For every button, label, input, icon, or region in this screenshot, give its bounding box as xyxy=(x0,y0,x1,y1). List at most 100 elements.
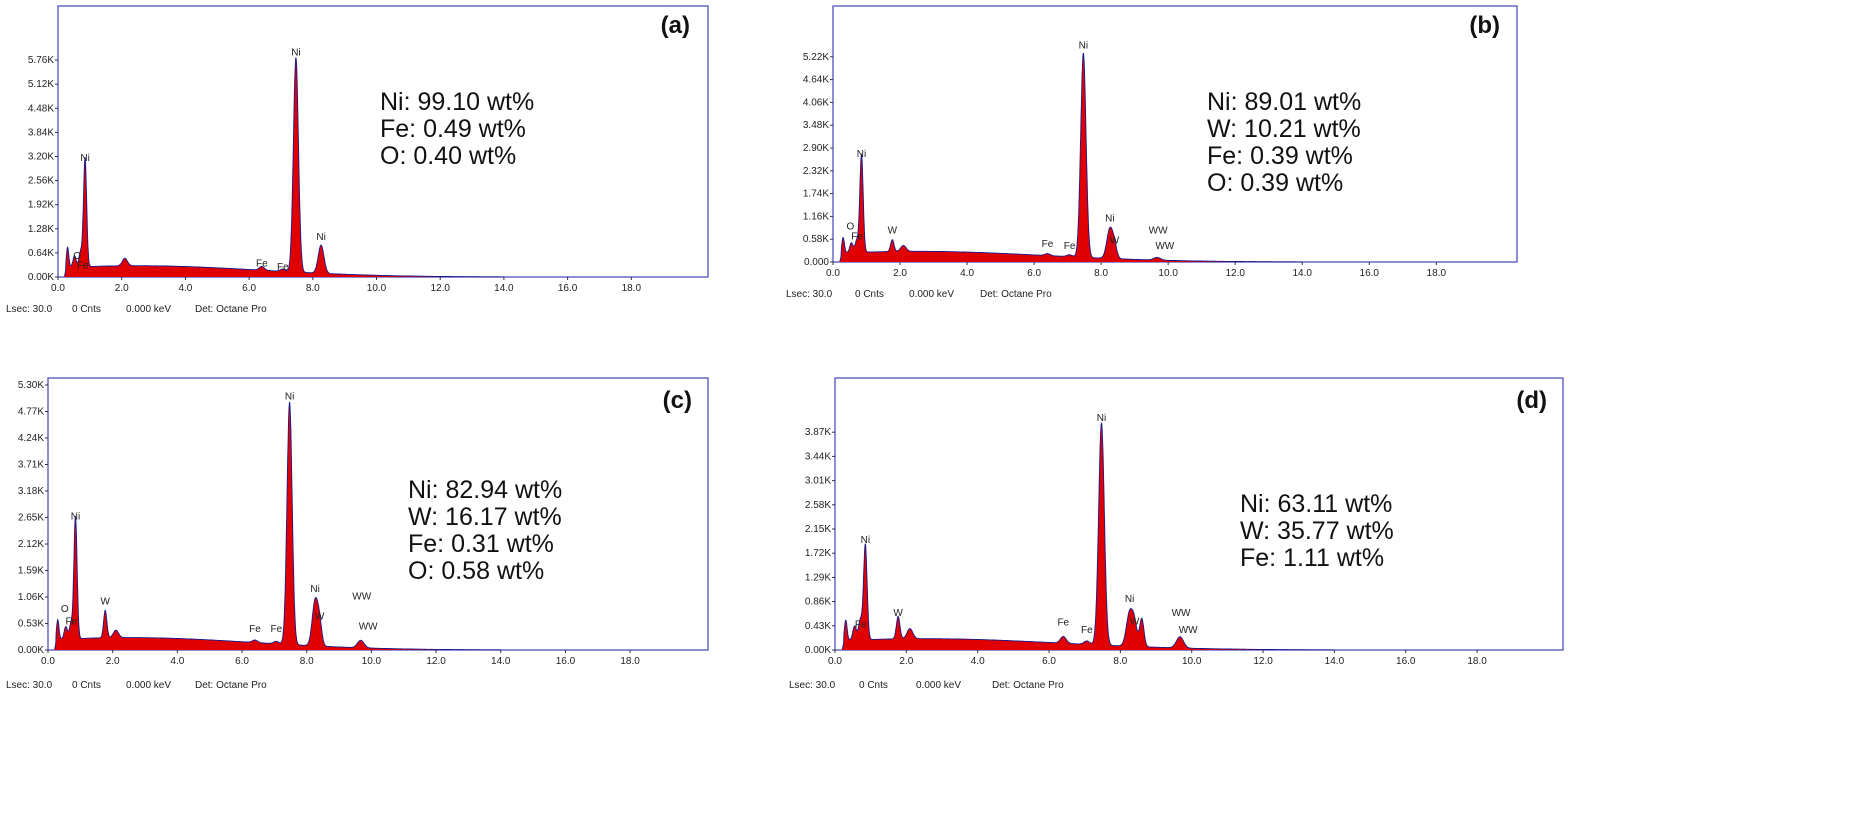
composition-line: W: 10.21 wt% xyxy=(1207,115,1361,143)
peak-label: Ni xyxy=(310,584,319,595)
peak-label: Fe xyxy=(270,624,282,635)
peak-label: WW xyxy=(1179,625,1198,636)
plot-frame xyxy=(47,377,709,651)
peak-label: O xyxy=(61,604,69,615)
eds-spectrum-panel-a: 0.0 2.0 4.0 6.0 8.0 10.0 12.0 14.0 16.0 18.0 0.00K… xyxy=(0,0,850,380)
peak-label: Fe xyxy=(249,624,261,635)
x-tick-label: 10.0 xyxy=(362,656,382,667)
footer-field: 0 Cnts xyxy=(859,680,888,691)
peak-label: Ni xyxy=(1105,214,1114,225)
y-tick-label: 2.15K xyxy=(805,524,831,535)
eds-spectrum-panel-b: 0.0 2.0 4.0 6.0 8.0 10.0 12.0 14.0 16.0 18.0 0.000… xyxy=(786,0,1853,380)
peak-label: Fe xyxy=(855,619,867,630)
plot-frame xyxy=(832,5,1518,263)
x-tick-label: 8.0 xyxy=(1094,268,1108,279)
y-tick-label: 4.24K xyxy=(18,433,44,444)
composition-line: Ni: 63.11 wt% xyxy=(1240,490,1392,518)
y-tick-label: 5.76K xyxy=(28,55,54,66)
x-tick-label: 14.0 xyxy=(1325,656,1345,667)
y-tick-label: 2.90K xyxy=(803,143,829,154)
y-tick-label: 3.44K xyxy=(805,451,831,462)
y-tick-label: 0.00K xyxy=(18,645,44,656)
peak-label: Ni xyxy=(316,232,325,243)
y-tick-label: 1.28K xyxy=(28,224,54,235)
x-tick-label: 0.0 xyxy=(828,656,842,667)
x-tick-label: 4.0 xyxy=(170,656,184,667)
x-tick-label: 18.0 xyxy=(620,656,640,667)
composition-line: Fe: 1.11 wt% xyxy=(1240,544,1384,572)
y-tick-label: 4.77K xyxy=(18,407,44,418)
plot-frame xyxy=(834,377,1564,651)
spectrum-outline xyxy=(841,422,1335,651)
y-tick-label: 3.20K xyxy=(28,152,54,163)
composition-line: Ni: 82.94 wt% xyxy=(408,476,562,504)
y-tick-label: 0.86K xyxy=(805,597,831,608)
x-tick-label: 0.0 xyxy=(51,283,65,294)
plot-frame xyxy=(57,5,709,278)
x-tick-label: 2.0 xyxy=(106,656,120,667)
y-tick-label: 2.58K xyxy=(805,500,831,511)
y-tick-label: 1.59K xyxy=(18,566,44,577)
y-tick-label: 0.00K xyxy=(805,645,831,656)
x-tick-label: 12.0 xyxy=(426,656,446,667)
y-tick-label: 2.56K xyxy=(28,176,54,187)
y-tick-label: 2.32K xyxy=(803,166,829,177)
x-tick-label: 14.0 xyxy=(494,283,514,294)
x-tick-label: 16.0 xyxy=(1396,656,1416,667)
peak-label: WW xyxy=(1155,241,1174,252)
composition-line: O: 0.58 wt% xyxy=(408,557,544,585)
footer-field: Lsec: 30.0 xyxy=(786,289,833,300)
chart-group: 0.0 2.0 4.0 6.0 8.0 10.0 12.0 14.0 16.0 18.0 0.00K… xyxy=(789,377,1564,691)
peak-label: Fe xyxy=(1042,239,1054,250)
footer-field: 0.000 keV xyxy=(916,680,961,691)
peak-label: Fe xyxy=(65,617,77,628)
chart-group: 0.0 2.0 4.0 6.0 8.0 10.0 12.0 14.0 16.0 18.0 0.00K… xyxy=(6,377,709,691)
spectrum-outline xyxy=(54,401,501,651)
y-tick-label: 4.64K xyxy=(803,75,829,86)
y-tick-label: 3.71K xyxy=(18,460,44,471)
peak-label: WW xyxy=(1149,225,1168,236)
footer-field: 0 Cnts xyxy=(855,289,884,300)
y-tick-label: 1.92K xyxy=(28,200,54,211)
y-tick-label: 5.12K xyxy=(28,79,54,90)
peak-label: WW xyxy=(359,622,378,633)
x-tick-label: 0.0 xyxy=(41,656,55,667)
peak-label: Ni xyxy=(861,535,870,546)
y-tick-label: 0.58K xyxy=(803,234,829,245)
peak-label: WW xyxy=(352,592,371,603)
x-tick-label: 2.0 xyxy=(899,656,913,667)
spectrum-outline xyxy=(63,57,504,278)
eds-spectrum-chart-d: 0.0 2.0 4.0 6.0 8.0 10.0 12.0 14.0 16.0 18.0 0.00K… xyxy=(789,377,1564,691)
y-tick-label: 3.87K xyxy=(805,427,831,438)
peak-label: Fe xyxy=(277,262,289,273)
x-tick-label: 12.0 xyxy=(1253,656,1273,667)
x-tick-label: 14.0 xyxy=(1292,268,1312,279)
x-tick-label: 0.0 xyxy=(826,268,840,279)
x-tick-label: 8.0 xyxy=(306,283,320,294)
y-tick-label: 0.53K xyxy=(18,619,44,630)
peak-label: Fe xyxy=(1057,618,1069,629)
x-tick-label: 10.0 xyxy=(367,283,387,294)
eds-spectrum-panel-d: 0.0 2.0 4.0 6.0 8.0 10.0 12.0 14.0 16.0 18.0 0.00K… xyxy=(789,377,1853,814)
peak-label: Fe xyxy=(77,260,89,271)
footer-field: Det: Octane Pro xyxy=(980,289,1052,300)
y-tick-label: 0.64K xyxy=(28,248,54,259)
peak-label: W xyxy=(1130,616,1140,627)
y-tick-label: 1.29K xyxy=(805,572,831,583)
x-tick-label: 6.0 xyxy=(235,656,249,667)
panel-label: (b) xyxy=(1469,12,1500,39)
y-tick-label: 2.65K xyxy=(18,513,44,524)
composition-line: W: 16.17 wt% xyxy=(408,503,562,531)
eds-spectrum-chart-b: 0.0 2.0 4.0 6.0 8.0 10.0 12.0 14.0 16.0 18.0 0.000… xyxy=(786,5,1518,300)
x-tick-label: 2.0 xyxy=(115,283,129,294)
y-tick-label: 1.74K xyxy=(803,189,829,200)
footer-field: Det: Octane Pro xyxy=(195,304,267,315)
y-tick-label: 3.01K xyxy=(805,476,831,487)
x-tick-label: 16.0 xyxy=(1360,268,1380,279)
x-tick-label: 10.0 xyxy=(1182,656,1202,667)
peak-label: Ni xyxy=(1079,41,1088,52)
y-tick-label: 0.000 xyxy=(804,257,829,268)
y-tick-label: 0.43K xyxy=(805,621,831,632)
x-tick-label: 8.0 xyxy=(1113,656,1127,667)
footer-field: Det: Octane Pro xyxy=(992,680,1064,691)
